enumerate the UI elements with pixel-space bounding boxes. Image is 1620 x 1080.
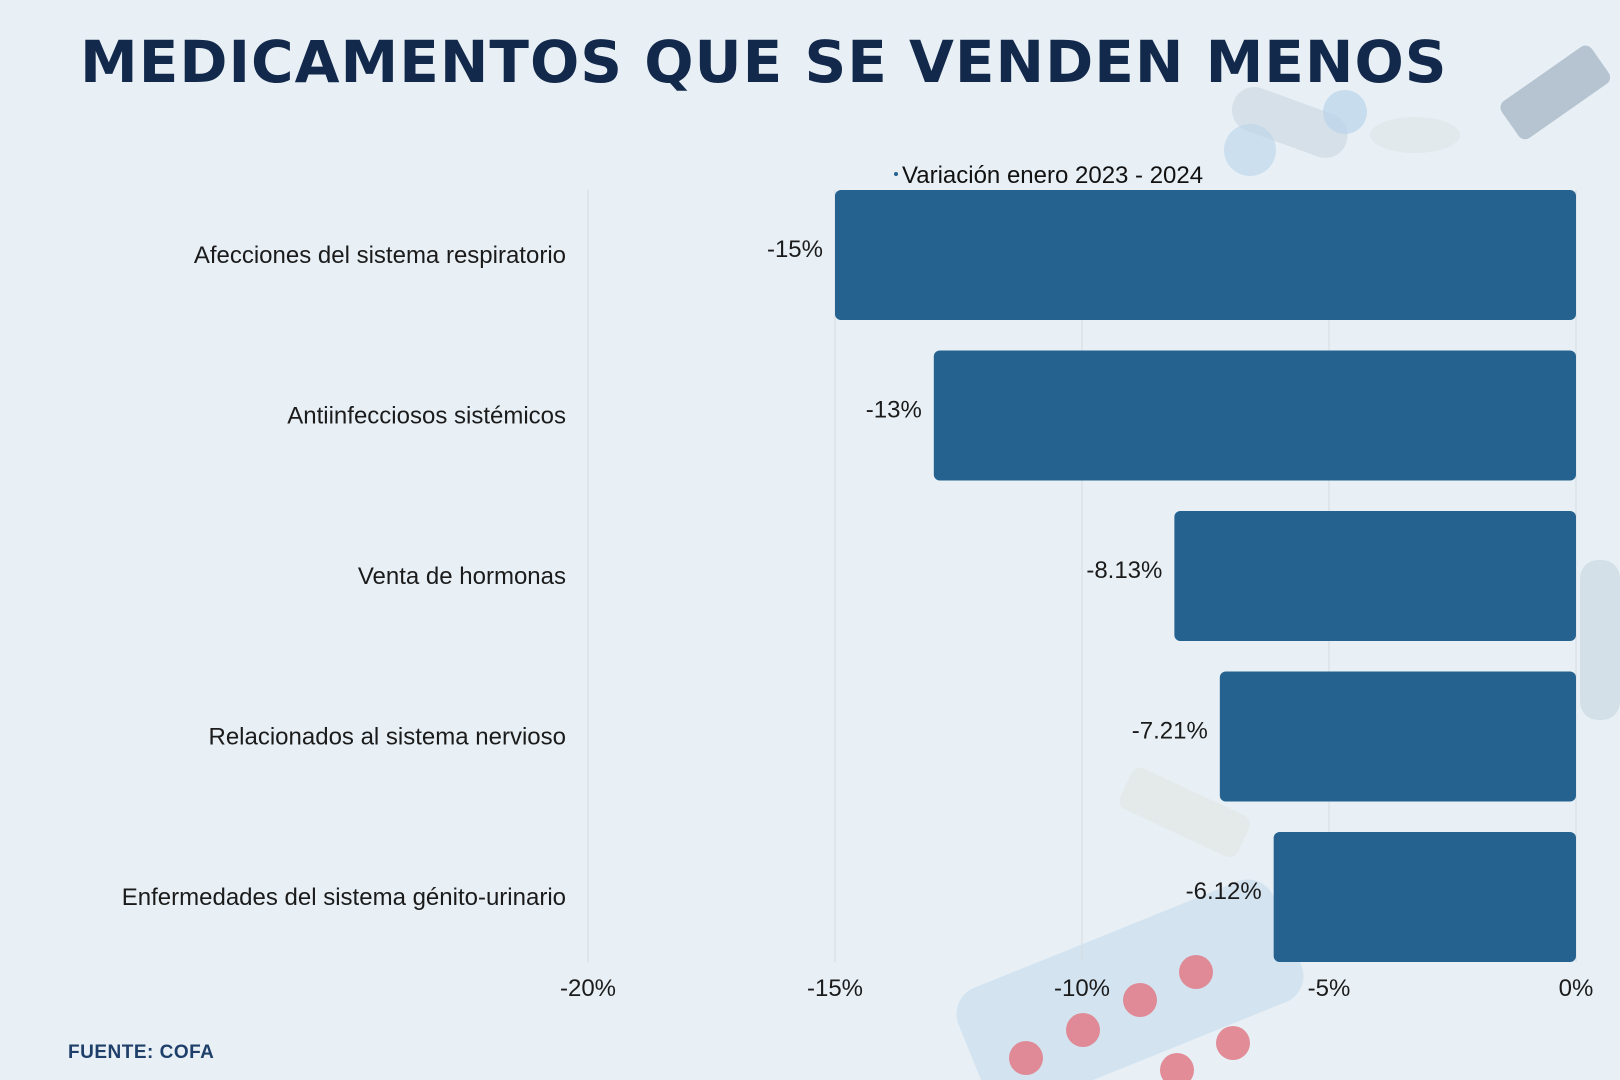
legend: Variación enero 2023 - 2024: [894, 162, 1203, 189]
pill-dot: [1179, 955, 1213, 989]
legend-label: Variación enero 2023 - 2024: [902, 162, 1203, 189]
tick-label: -20%: [560, 975, 616, 1002]
bar: [933, 350, 1576, 481]
pill-dot: [1066, 1013, 1100, 1047]
tick-label: -15%: [807, 975, 863, 1002]
category-labels: Afecciones del sistema respiratorio Antii…: [122, 242, 566, 911]
pill-dot: [1160, 1053, 1194, 1080]
value-labels: -15% -13% -8.13% -7.21% -6.12%: [767, 236, 1262, 905]
pill-shape: [1119, 767, 1250, 858]
pill-dot: [1009, 1041, 1043, 1075]
tick-label: -5%: [1308, 975, 1351, 1002]
bar: [1219, 671, 1576, 802]
bar: [835, 190, 1576, 320]
tick-label: 0%: [1559, 975, 1594, 1002]
page-title: MEDICAMENTOS QUE SE VENDEN MENOS: [80, 28, 1448, 96]
value-label: -6.12%: [1186, 878, 1262, 905]
category-label: Enfermedades del sistema génito-urinario: [122, 884, 566, 911]
value-label: -8.13%: [1086, 557, 1162, 584]
pill-dot: [1123, 983, 1157, 1017]
x-axis-ticks: -20% -15% -10% -5% 0%: [560, 975, 1593, 1002]
pills-decoration: [956, 45, 1620, 1080]
source-note: FUENTE: COFA: [68, 1042, 215, 1063]
value-label: -7.21%: [1132, 718, 1208, 745]
pill-shape: [1323, 90, 1367, 134]
tick-label: -10%: [1054, 975, 1110, 1002]
pill-shape: [1231, 87, 1348, 158]
value-label: -13%: [866, 397, 922, 424]
pill-shape: [1224, 124, 1276, 176]
bars: [835, 190, 1576, 962]
pill-shape: [1580, 560, 1620, 720]
pill-dot: [1216, 1026, 1250, 1060]
pill-shape: [1500, 45, 1611, 140]
category-label: Venta de hormonas: [358, 563, 566, 590]
value-label: -15%: [767, 236, 823, 263]
bar: [1174, 511, 1576, 641]
category-label: Antiinfecciosos sistémicos: [287, 403, 566, 430]
pill-shape: [1370, 117, 1460, 153]
legend-marker: [894, 172, 898, 176]
category-label: Relacionados al sistema nervioso: [208, 724, 566, 751]
bar: [1273, 832, 1576, 962]
category-label: Afecciones del sistema respiratorio: [194, 242, 566, 269]
